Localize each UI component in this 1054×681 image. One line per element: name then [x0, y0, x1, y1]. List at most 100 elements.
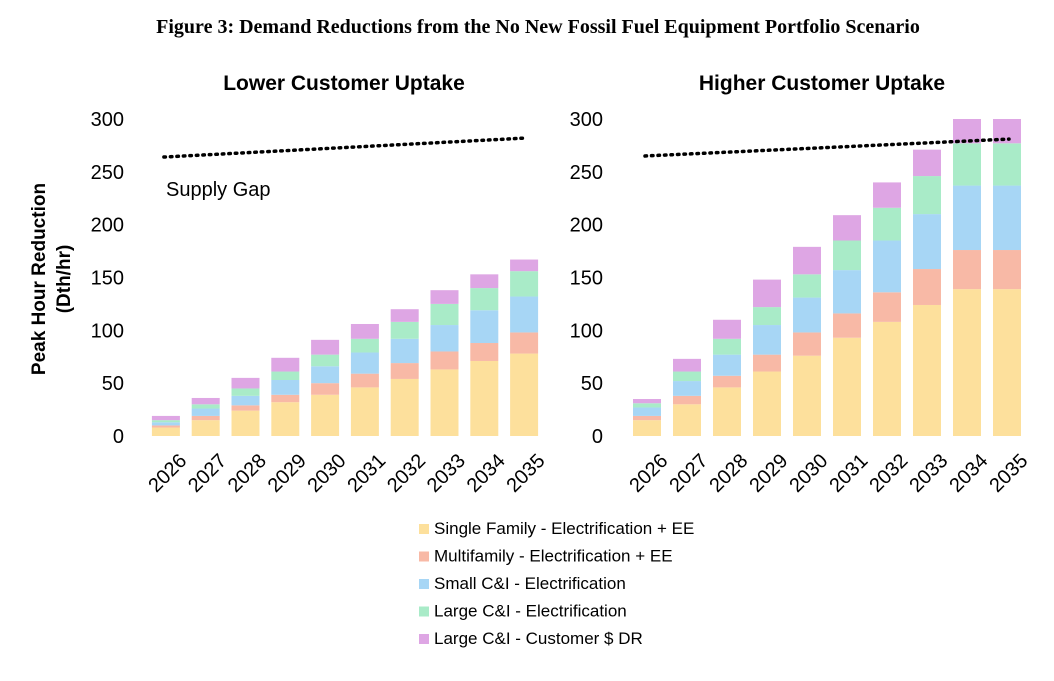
bar-segment-multifamily	[231, 405, 260, 411]
bar-segment-single-family	[953, 289, 981, 436]
x-tick-label: 2029	[745, 450, 792, 497]
bar-segment-large-ci	[430, 303, 459, 326]
legend-label: Single Family - Electrification + EE	[434, 519, 694, 538]
bar-segment-large-ci-dr	[470, 274, 499, 289]
x-tick-label: 2029	[264, 450, 311, 497]
bar-segment-small-ci	[470, 310, 499, 344]
bar-segment-multifamily	[430, 351, 459, 370]
x-tick-label: 2035	[503, 450, 550, 497]
y-tick-label: 150	[91, 268, 124, 290]
bar-segment-small-ci	[953, 185, 981, 251]
bar-segment-single-family	[793, 355, 821, 436]
bar-segment-large-ci	[350, 338, 379, 353]
y-tick-label: 250	[570, 162, 603, 184]
bar-segment-large-ci-dr	[510, 259, 539, 272]
bar-segment-large-ci-dr	[793, 246, 821, 275]
bar-segment-single-family	[673, 404, 701, 436]
bar-segment-large-ci	[793, 274, 821, 298]
bar-segment-single-family	[350, 387, 379, 436]
bar-segment-small-ci	[753, 325, 781, 355]
bar-segment-single-family	[633, 420, 661, 436]
bar-segment-small-ci	[191, 408, 220, 416]
bar-segment-multifamily	[191, 415, 220, 421]
y-tick-label: 150	[570, 268, 603, 290]
bar-segment-multifamily	[913, 269, 941, 305]
bar-segment-large-ci	[833, 240, 861, 271]
x-tick-label: 2027	[184, 450, 231, 497]
bar-segment-small-ci	[231, 395, 260, 406]
legend-swatch-large-ci-dr	[419, 634, 429, 644]
bar-segment-single-family	[510, 353, 539, 436]
bar-segment-large-ci	[913, 176, 941, 215]
bar-segment-multifamily	[271, 394, 300, 403]
bar-segment-small-ci	[510, 296, 539, 333]
bar-segment-multifamily	[470, 343, 499, 361]
legend-label: Small C&I - Electrification	[434, 574, 626, 593]
bar-segment-small-ci	[833, 270, 861, 314]
bar-segment-small-ci	[673, 381, 701, 396]
bar-segment-large-ci-dr	[271, 357, 300, 372]
bar-segment-large-ci-dr	[430, 290, 459, 304]
y-tick-label: 250	[91, 162, 124, 184]
bar-segment-small-ci	[151, 422, 180, 426]
bar-segment-large-ci	[231, 388, 260, 396]
x-tick-label: 2034	[463, 450, 510, 497]
y-tick-label: 200	[91, 215, 124, 237]
legend-swatch-multifamily	[419, 551, 429, 562]
bar-segment-large-ci-dr	[753, 279, 781, 308]
bar-segment-large-ci	[470, 288, 499, 311]
x-tick-label: 2030	[785, 450, 832, 497]
bar-segment-small-ci	[913, 214, 941, 270]
bar-segment-multifamily	[633, 415, 661, 421]
legend-label: Multifamily - Electrification + EE	[434, 547, 673, 566]
bar-segment-large-ci	[673, 371, 701, 382]
bar-segment-large-ci	[753, 307, 781, 326]
bar-segment-single-family	[713, 387, 741, 436]
bar-segment-large-ci	[271, 371, 300, 380]
bar-segment-multifamily	[953, 250, 981, 290]
y-axis-label-line1: Peak Hour Reduction	[29, 183, 50, 375]
bar-segment-large-ci	[993, 143, 1021, 186]
y-tick-label: 300	[570, 109, 603, 131]
legend-label: Large C&I - Electrification	[434, 602, 627, 621]
x-tick-label: 2026	[625, 450, 672, 497]
x-tick-label: 2027	[665, 450, 712, 497]
y-tick-label: 0	[592, 426, 603, 448]
bar-segment-multifamily	[510, 332, 539, 354]
bar-segment-multifamily	[311, 383, 340, 395]
bar-segment-large-ci-dr	[913, 149, 941, 177]
bar-segment-single-family	[271, 402, 300, 436]
y-tick-label: 200	[570, 215, 603, 237]
legend-swatch-small-ci	[419, 579, 429, 589]
bar-segment-single-family	[311, 394, 340, 436]
x-tick-label: 2033	[423, 450, 470, 497]
bar-segment-large-ci-dr	[633, 399, 661, 404]
bar-segment-small-ci	[793, 297, 821, 333]
bar-segment-single-family	[913, 304, 941, 436]
bar-segment-large-ci-dr	[231, 377, 260, 389]
y-tick-label: 300	[91, 109, 124, 131]
bar-segment-single-family	[231, 410, 260, 436]
chart-title: Lower Customer Uptake	[223, 72, 465, 95]
x-tick-label: 2028	[705, 450, 752, 497]
bar-segment-large-ci-dr	[151, 415, 180, 421]
bar-segment-small-ci	[430, 325, 459, 352]
legend-swatch-large-ci	[419, 606, 429, 617]
bar-segment-multifamily	[753, 354, 781, 372]
y-tick-label: 100	[91, 320, 124, 342]
bar-segment-large-ci-dr	[191, 397, 220, 405]
bar-segment-large-ci	[191, 404, 220, 409]
y-tick-label: 50	[102, 373, 124, 395]
bar-segment-multifamily	[833, 313, 861, 338]
y-tick-label: 100	[570, 320, 603, 342]
bar-segment-multifamily	[673, 395, 701, 405]
x-tick-label: 2032	[865, 450, 912, 497]
bar-segment-multifamily	[390, 363, 419, 379]
supply-gap-line	[643, 137, 1011, 158]
x-tick-label: 2030	[304, 450, 351, 497]
x-tick-label: 2035	[985, 450, 1032, 497]
x-tick-label: 2031	[343, 450, 390, 497]
bar-segment-single-family	[833, 337, 861, 436]
bar-segment-single-family	[430, 369, 459, 436]
bar-segment-small-ci	[271, 379, 300, 395]
